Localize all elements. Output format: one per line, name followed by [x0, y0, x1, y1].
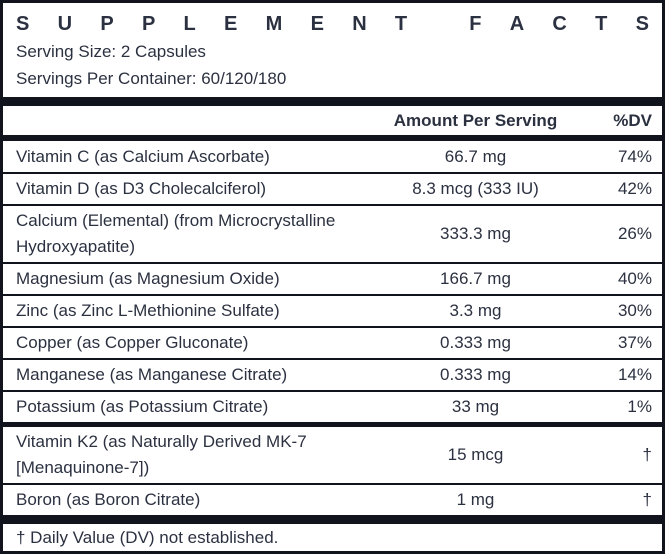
- dv-footnote: † Daily Value (DV) not established.: [16, 527, 279, 547]
- divider-thick-top: [3, 97, 662, 106]
- table-row: Manganese (as Manganese Citrate) 0.333 m…: [3, 358, 662, 390]
- table-header-row: Amount Per Serving %DV: [3, 106, 662, 135]
- ingredient-amount: 0.333 mg: [440, 365, 511, 384]
- ingredient-amount: 8.3 mcg (333 IU): [412, 179, 539, 198]
- header-percent-dv: %DV: [613, 110, 652, 130]
- divider-thick-bottom: [3, 515, 662, 524]
- serving-info: Serving Size: 2 Capsules Servings Per Co…: [3, 39, 662, 97]
- ingredient-name: Manganese (as Manganese Citrate): [16, 365, 288, 384]
- servings-per-container-text: Servings Per Container: 60/120/180: [16, 69, 287, 88]
- ingredient-amount: 15 mcg: [447, 445, 504, 464]
- table-row: Magnesium (as Magnesium Oxide) 166.7 mg …: [3, 262, 662, 294]
- ingredient-name: Vitamin K2 (as Naturally Derived MK-7 [M…: [16, 432, 307, 477]
- ingredient-name: Calcium (Elemental) (from Microcrystalli…: [16, 211, 336, 256]
- ingredient-name: Potassium (as Potassium Citrate): [16, 397, 269, 416]
- ingredient-dv: †: [642, 490, 652, 509]
- ingredient-name: Magnesium (as Magnesium Oxide): [16, 269, 280, 288]
- ingredient-amount: 333.3 mg: [440, 224, 511, 243]
- table-row: Zinc (as Zinc L-Methionine Sulfate) 3.3 …: [3, 294, 662, 326]
- table-row: Calcium (Elemental) (from Microcrystalli…: [3, 204, 662, 262]
- ingredient-dv: 26%: [617, 224, 652, 243]
- ingredient-dv: 42%: [617, 179, 652, 198]
- ingredient-name: Boron (as Boron Citrate): [16, 490, 201, 509]
- header-amount-per-serving: Amount Per Serving: [393, 110, 558, 130]
- ingredient-dv: †: [642, 445, 652, 464]
- ingredient-dv: 37%: [617, 333, 652, 352]
- ingredient-name: Vitamin C (as Calcium Ascorbate): [16, 146, 270, 166]
- ingredient-amount: 3.3 mg: [449, 301, 502, 320]
- ingredient-name: Zinc (as Zinc L-Methionine Sulfate): [16, 301, 280, 320]
- ingredient-name: Copper (as Copper Gluconate): [16, 333, 249, 352]
- ingredient-amount: 66.7 mg: [444, 146, 507, 166]
- serving-size-text: Serving Size: 2 Capsules: [16, 42, 206, 61]
- table-row: Copper (as Copper Gluconate) 0.333 mg 37…: [3, 326, 662, 358]
- ingredient-amount: 166.7 mg: [440, 269, 511, 288]
- ingredient-dv: 74%: [617, 146, 652, 166]
- ingredient-amount: 1 mg: [456, 490, 495, 509]
- ingredient-dv: 14%: [617, 365, 652, 384]
- table-row: Potassium (as Potassium Citrate) 33 mg 1…: [3, 390, 662, 422]
- ingredient-dv: 40%: [617, 269, 652, 288]
- table-row: Vitamin K2 (as Naturally Derived MK-7 [M…: [3, 422, 662, 483]
- table-row: Vitamin C (as Calcium Ascorbate) 66.7 mg…: [3, 141, 662, 172]
- ingredient-dv: 30%: [617, 301, 652, 320]
- divider-medium-header: [3, 135, 662, 141]
- ingredient-table: Vitamin C (as Calcium Ascorbate) 66.7 mg…: [3, 141, 662, 515]
- table-row: Boron (as Boron Citrate) 1 mg †: [3, 483, 662, 515]
- ingredient-amount: 0.333 mg: [440, 333, 511, 352]
- ingredient-name: Vitamin D (as D3 Cholecalciferol): [16, 179, 267, 198]
- ingredient-amount: 33 mg: [451, 397, 500, 416]
- table-row: Vitamin D (as D3 Cholecalciferol) 8.3 mc…: [3, 172, 662, 204]
- ingredient-dv: 1%: [627, 397, 652, 416]
